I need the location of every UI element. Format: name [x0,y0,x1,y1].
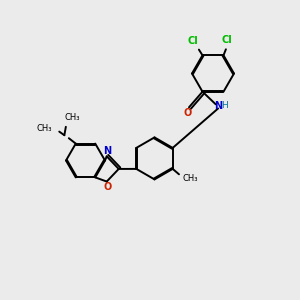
Text: O: O [183,108,192,118]
Text: Cl: Cl [188,36,198,46]
Text: N: N [103,146,111,156]
Text: CH₃: CH₃ [36,124,52,133]
Text: H: H [221,101,228,110]
Text: O: O [103,182,112,192]
Text: CH₃: CH₃ [183,174,198,183]
Text: Cl: Cl [221,35,232,45]
Text: N: N [214,101,222,111]
Text: CH₃: CH₃ [64,113,80,122]
